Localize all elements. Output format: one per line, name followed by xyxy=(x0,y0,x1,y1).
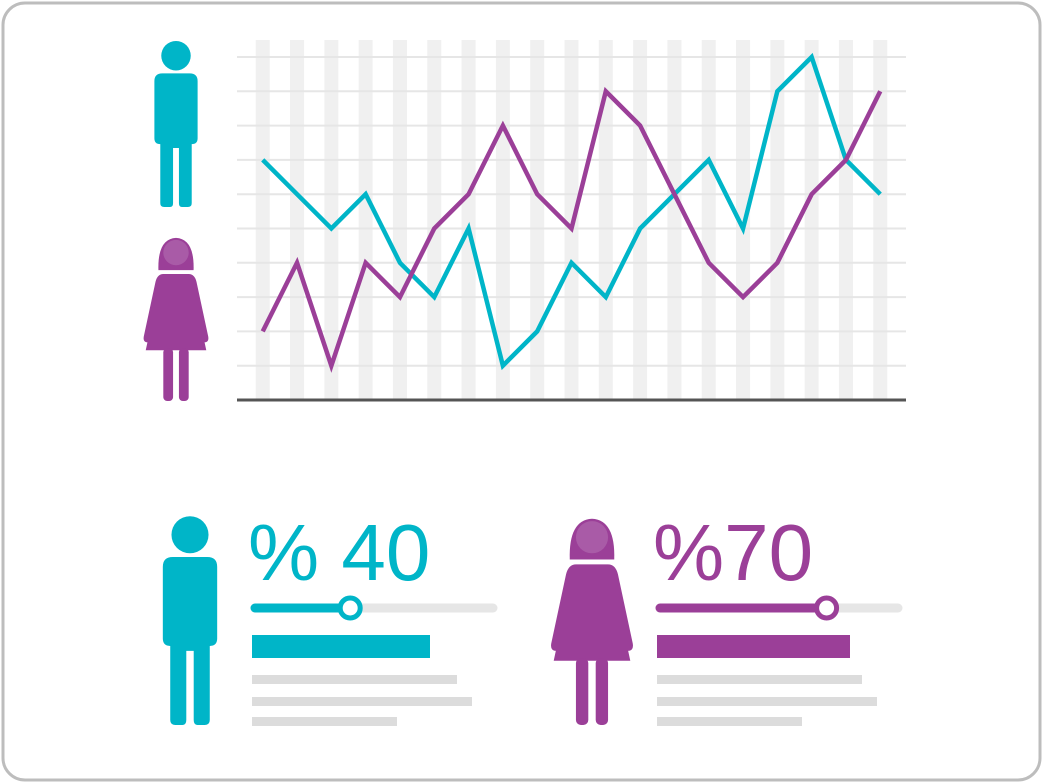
grid-stripe xyxy=(461,40,476,400)
grid-stripe xyxy=(427,40,442,400)
stat-label: %70 xyxy=(653,508,813,597)
grid-stripe xyxy=(804,40,819,400)
grid-stripe xyxy=(598,40,613,400)
grid-stripe xyxy=(358,40,373,400)
text-placeholder xyxy=(657,697,877,706)
text-placeholder xyxy=(252,675,457,684)
grid-stripe xyxy=(324,40,339,400)
series-line xyxy=(261,52,882,371)
stat-label: % 40 xyxy=(248,508,430,597)
grid-stripe xyxy=(770,40,785,400)
grid-stripe xyxy=(392,40,407,400)
line-chart xyxy=(237,40,906,402)
series-line xyxy=(260,86,883,373)
grid-stripe xyxy=(838,40,853,400)
grid-stripe xyxy=(873,40,888,400)
text-placeholder xyxy=(252,717,397,726)
slider-knob xyxy=(814,595,840,621)
grid-stripe xyxy=(530,40,545,400)
grid-stripe xyxy=(633,40,648,400)
text-placeholder xyxy=(657,675,862,684)
grid-stripe xyxy=(290,40,305,400)
text-placeholder xyxy=(252,697,472,706)
grid-stripe xyxy=(701,40,716,400)
text-placeholder xyxy=(657,717,802,726)
grid-stripe xyxy=(255,40,270,400)
grid-stripe xyxy=(667,40,682,400)
text-bar xyxy=(252,635,430,658)
slider-knob xyxy=(337,595,363,621)
text-bar xyxy=(657,635,850,658)
stats: % 40 %70 xyxy=(248,508,903,726)
